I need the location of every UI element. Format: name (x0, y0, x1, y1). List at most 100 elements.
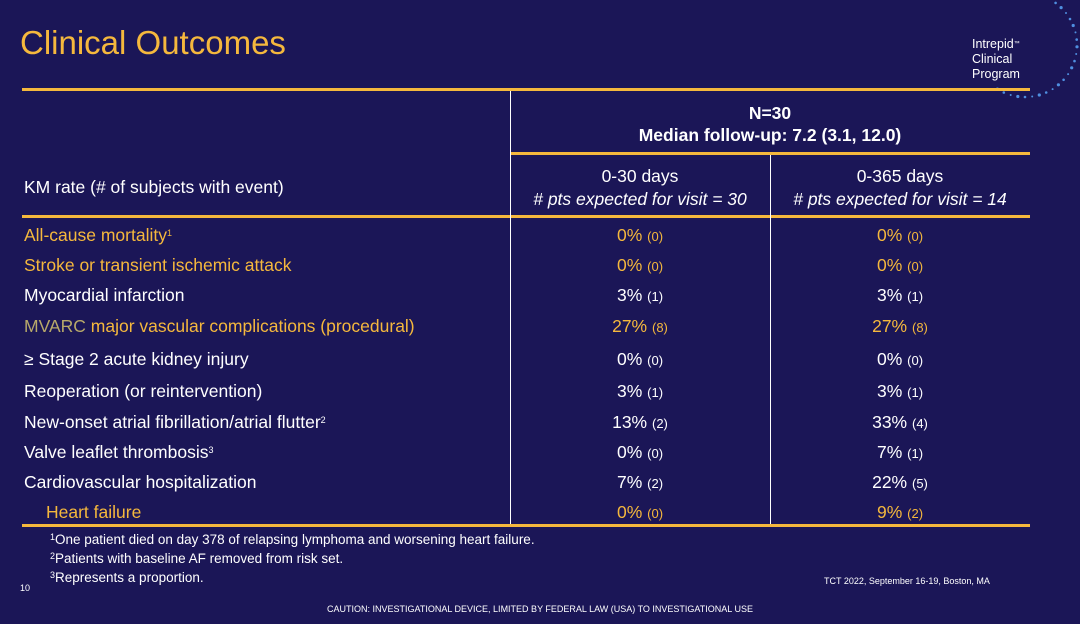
count-30d: (0) (647, 229, 664, 244)
count-30d: (1) (647, 289, 664, 304)
program-logo-text: Intrepid™ Clinical Program (972, 37, 1020, 82)
count-365d: (8) (912, 320, 928, 335)
col2-title: 0-365 days (856, 166, 944, 186)
footnote-text: One patient died on day 378 of relapsing… (55, 532, 535, 547)
count-365d: (0) (907, 229, 924, 244)
footnote-1: 1One patient died on day 378 of relapsin… (50, 531, 535, 548)
count-365d: (1) (907, 385, 924, 400)
count-365d: (2) (907, 506, 924, 521)
row-label: Valve leaflet thrombosis (24, 442, 209, 462)
logo-dot (1075, 45, 1079, 49)
logo-dot (1068, 17, 1072, 21)
count-30d: (0) (647, 259, 664, 274)
count-30d: (0) (647, 446, 664, 461)
row-label: Myocardial infarction (24, 285, 185, 305)
count-365d: (0) (907, 259, 924, 274)
value-365d: 0% (876, 349, 903, 369)
count-30d: (2) (652, 416, 668, 431)
count-30d: (0) (647, 353, 664, 368)
logo-dot (1037, 93, 1041, 97)
value-365d: 22% (872, 472, 908, 492)
header-mid-rule (510, 152, 1030, 155)
value-365d: 7% (876, 442, 903, 462)
logo-line1: Intrepid (972, 37, 1014, 51)
value-365d: 0% (876, 255, 903, 275)
value-30d: 3% (616, 381, 643, 401)
logo-dot (1051, 88, 1054, 91)
logo-dot (1016, 94, 1020, 99)
value-30d: 3% (616, 285, 643, 305)
footnote-ref: 3 (208, 445, 214, 455)
value-30d: 27% (612, 316, 648, 336)
logo-dot (1054, 1, 1057, 5)
logo-dot (1009, 94, 1012, 96)
logo-dot (1056, 83, 1060, 87)
logo-line3: Program (972, 67, 1020, 81)
count-30d: (1) (647, 385, 664, 400)
logo-tm: ™ (1013, 41, 1020, 47)
row-label: New-onset atrial fibrillation/atrial flu… (24, 412, 321, 432)
footnote-ref: 2 (320, 415, 326, 425)
logo-dot (1075, 38, 1078, 41)
conference-label: TCT 2022, September 16-19, Boston, MA (824, 576, 990, 586)
caution-notice: CAUTION: INVESTIGATIONAL DEVICE, LIMITED… (327, 604, 753, 614)
value-30d: 13% (612, 412, 648, 432)
col2-subtitle: # pts expected for visit = 14 (793, 189, 1007, 209)
value-30d: 0% (616, 225, 643, 245)
count-365d: (4) (912, 416, 928, 431)
row-label: All-cause mortality (24, 225, 167, 245)
footnote-text: Patients with baseline AF removed from r… (55, 551, 344, 566)
count-30d: (0) (647, 506, 664, 521)
value-30d: 0% (616, 442, 643, 462)
logo-dot (1059, 6, 1063, 10)
table-bottom-rule (22, 524, 1030, 527)
footnote-2: 2Patients with baseline AF removed from … (50, 550, 343, 567)
row-label: Heart failure (46, 502, 142, 522)
footnote-marker: 2 (50, 551, 56, 561)
value-365d: 0% (876, 225, 903, 245)
count-365d: (1) (907, 289, 924, 304)
value-30d: 0% (616, 349, 643, 369)
logo-dot (1074, 31, 1077, 34)
logo-dot (1071, 23, 1075, 28)
logo-dot (1070, 66, 1074, 70)
page-title: Clinical Outcomes (20, 24, 286, 61)
count-365d: (1) (907, 446, 924, 461)
value-365d: 33% (872, 412, 908, 432)
logo-dot (1062, 78, 1065, 82)
table-top-rule (22, 88, 1030, 91)
column-divider-2 (770, 155, 771, 524)
row-label: ≥ Stage 2 acute kidney injury (24, 349, 249, 369)
logo-dot (1075, 53, 1078, 55)
value-30d: 0% (616, 502, 643, 522)
count-365d: (0) (907, 353, 924, 368)
row-label: Cardiovascular hospitalization (24, 472, 257, 492)
footnote-3: 3Represents a proportion. (50, 569, 204, 586)
logo-line2: Clinical (972, 52, 1013, 66)
page-number: 10 (20, 583, 31, 593)
value-365d: 3% (876, 285, 903, 305)
footnote-marker: 3 (50, 570, 56, 580)
count-30d: (8) (652, 320, 668, 335)
value-365d: 27% (872, 316, 908, 336)
row-label-prefix: MVARC (24, 316, 86, 336)
km-rate-label: KM rate (# of subjects with event) (24, 177, 284, 197)
footnote-text: Represents a proportion. (55, 570, 204, 585)
header-bottom-rule (22, 215, 1030, 218)
row-label: major vascular complications (procedural… (85, 316, 415, 336)
sample-size: N=30 (748, 103, 792, 123)
median-followup: Median follow-up: 7.2 (3.1, 12.0) (638, 125, 902, 145)
value-365d: 9% (876, 502, 903, 522)
footnote-marker: 1 (50, 532, 56, 542)
col1-title: 0-30 days (601, 166, 679, 186)
value-365d: 3% (876, 381, 903, 401)
logo-dot (1067, 73, 1070, 76)
row-label: Stroke or transient ischemic attack (24, 255, 292, 275)
footnote-ref: 1 (166, 228, 172, 238)
logo-dot (1073, 59, 1076, 63)
column-divider-1 (510, 91, 511, 524)
value-30d: 0% (616, 255, 643, 275)
col1-subtitle: # pts expected for visit = 30 (533, 189, 747, 209)
row-label: Reoperation (or reintervention) (24, 381, 263, 401)
logo-dot (1065, 12, 1067, 14)
